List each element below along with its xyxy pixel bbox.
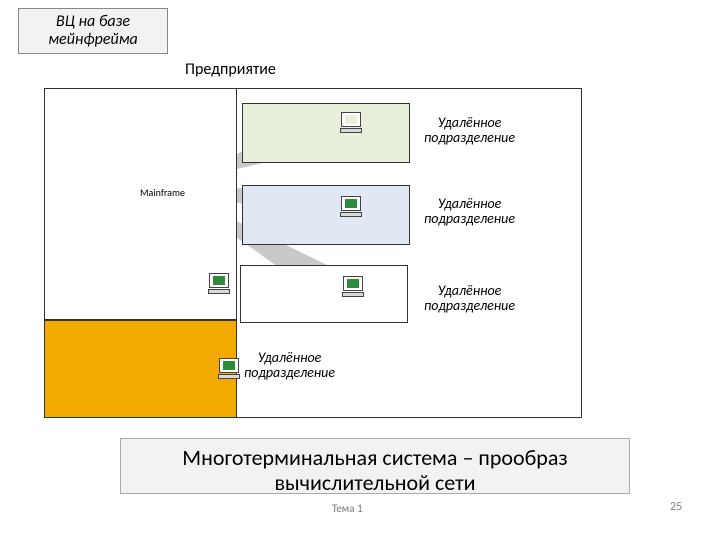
vc-title-text: ВЦ на баземейнфрейма xyxy=(48,12,138,49)
mainframe-caption-text: Mainframe xyxy=(140,186,185,199)
remote-label-4: Удалённоеподразделение xyxy=(244,350,335,381)
slide-title-box: Многотерминальная система – прообразвычи… xyxy=(120,438,630,494)
remote-label-2: Удалённоеподразделение xyxy=(424,196,515,227)
footer-page-text: 25 xyxy=(670,500,682,514)
terminal-icon xyxy=(338,112,364,138)
terminal-icon xyxy=(216,358,242,384)
vc-title-box: ВЦ на баземейнфрейма xyxy=(18,8,168,54)
remote-text: Удалённоеподразделение xyxy=(424,114,515,146)
remote-text: Удалённоеподразделение xyxy=(244,349,335,381)
enterprise-label: Предприятие xyxy=(185,60,276,79)
remote-label-3: Удалённоеподразделение xyxy=(424,283,515,314)
slide-title-text: Многотерминальная система – прообразвычи… xyxy=(182,444,567,496)
remote-panel-2 xyxy=(242,185,410,245)
remote-label-1: Удалённоеподразделение xyxy=(424,115,515,146)
terminal-icon xyxy=(206,273,232,299)
terminal-icon xyxy=(338,196,364,222)
enterprise-text: Предприятие xyxy=(185,60,276,79)
remote-panel-3 xyxy=(240,265,408,323)
remote-text: Удалённоеподразделение xyxy=(424,282,515,314)
remote-text: Удалённоеподразделение xyxy=(424,195,515,227)
remote-panel-1 xyxy=(242,103,410,163)
footer-topic: Тема 1 xyxy=(332,502,363,515)
mainframe-caption: Mainframe xyxy=(140,186,185,199)
footer-topic-text: Тема 1 xyxy=(332,502,363,515)
footer-page-number: 25 xyxy=(670,500,682,514)
terminal-icon xyxy=(340,276,366,302)
remote-panel-orange xyxy=(44,320,237,418)
